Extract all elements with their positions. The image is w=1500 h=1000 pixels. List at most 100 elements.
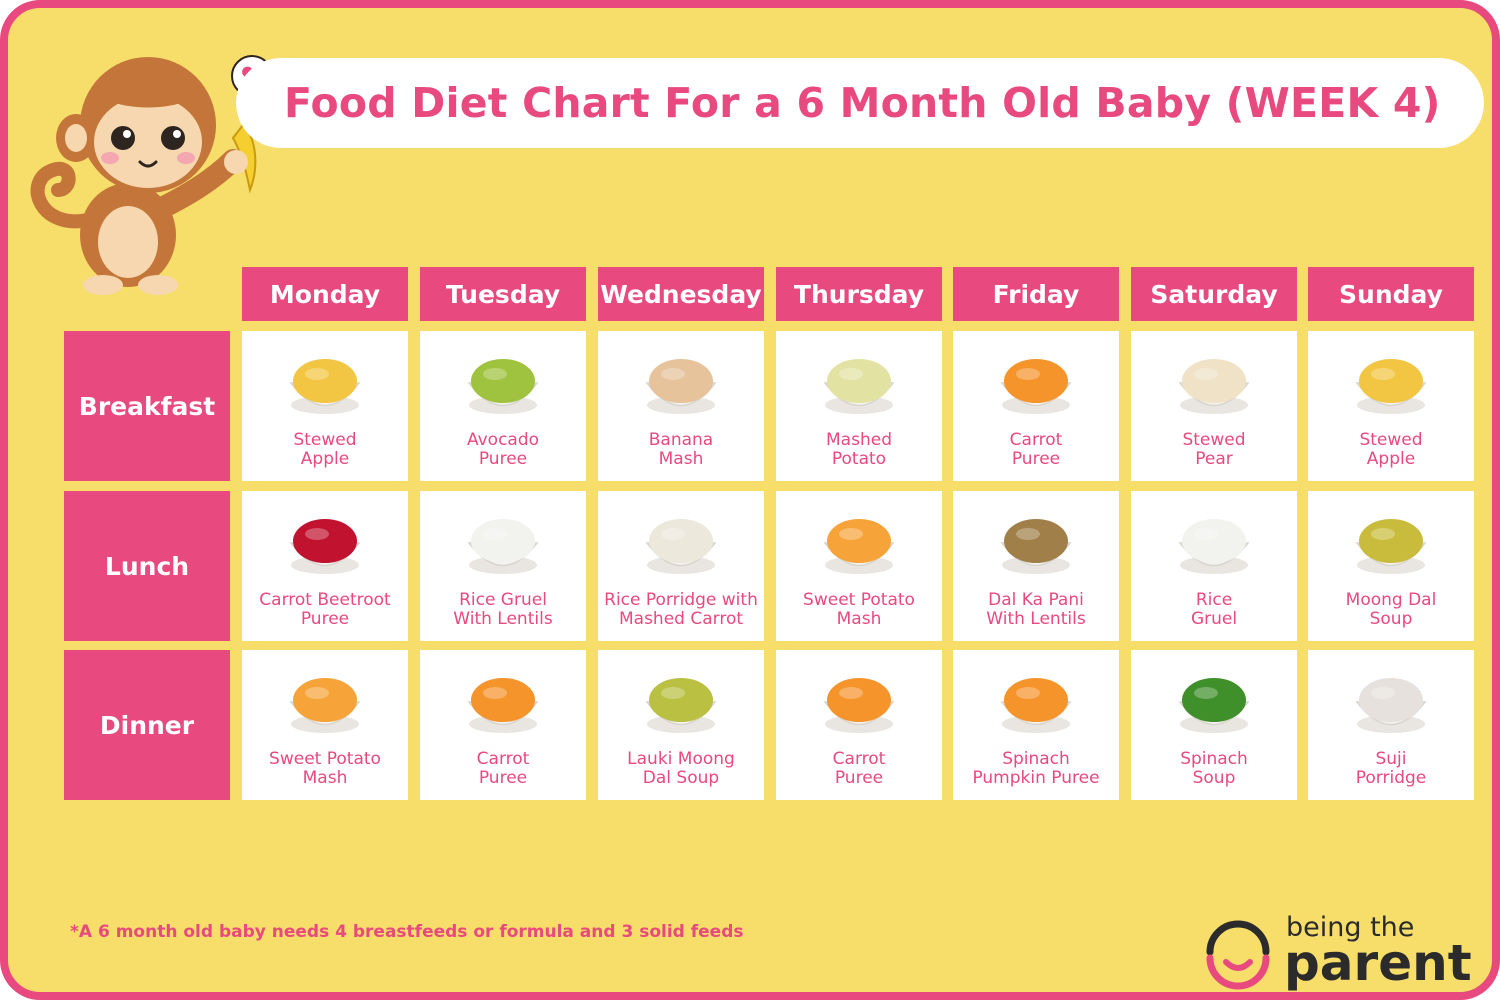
stewed-apple-bowl-icon: [289, 359, 361, 414]
food-name-line1: Sweet Potato: [803, 590, 915, 610]
food-name: Stewed Pear: [1131, 431, 1297, 469]
dal-bowl-icon: [1000, 519, 1072, 574]
food-name-line1: Avocado: [466, 430, 540, 450]
food-cell: Rice Porridge with Mashed Carrot: [598, 491, 764, 641]
brand-logo: being the parent: [1196, 908, 1486, 992]
food-name-line1: Suji: [1375, 749, 1407, 769]
meal-label-dinner: Dinner: [64, 650, 230, 800]
food-name-line2: Mashed Carrot: [618, 609, 744, 629]
food-name: Rice Porridge with Mashed Carrot: [598, 591, 764, 629]
logo-text-bottom: parent: [1284, 934, 1472, 992]
food-name-line2: Puree: [1011, 449, 1061, 469]
food-cell: Banana Mash: [598, 331, 764, 481]
footnote: *A 6 month old baby needs 4 breastfeeds …: [70, 922, 744, 942]
carrot-puree-bowl-icon: [823, 678, 895, 733]
food-name: Carrot Puree: [420, 750, 586, 788]
food-name: Sweet Potato Mash: [776, 591, 942, 629]
food-cell: Dal Ka Pani With Lentils: [953, 491, 1119, 641]
carrot-puree-bowl-icon: [1000, 359, 1072, 414]
food-name: Spinach Soup: [1131, 750, 1297, 788]
food-cell: Rice Gruel: [1131, 491, 1297, 641]
food-name-line1: Moong Dal: [1345, 590, 1437, 610]
food-name-line1: Stewed: [1359, 430, 1423, 450]
carrot-puree-bowl-icon: [467, 678, 539, 733]
food-name-line1: Banana: [648, 430, 714, 450]
food-name: Rice Gruel: [1131, 591, 1297, 629]
food-name-line2: Puree: [834, 768, 884, 788]
food-name-line2: Potato: [831, 449, 887, 469]
lauki-soup-bowl-icon: [645, 678, 717, 733]
food-name-line1: Carrot: [1009, 430, 1063, 450]
food-name-line2: Gruel: [1190, 609, 1238, 629]
food-name-line2: With Lentils: [986, 609, 1086, 629]
food-name: Banana Mash: [598, 431, 764, 469]
banana-mash-bowl-icon: [645, 359, 717, 414]
food-name-line1: Sweet Potato: [269, 749, 381, 769]
rice-gruel-bowl-icon: [467, 519, 539, 574]
food-name: Stewed Apple: [242, 431, 408, 469]
food-name-line2: Mash: [302, 768, 348, 788]
food-cell: Carrot Beetroot Puree: [242, 491, 408, 641]
food-cell: Spinach Pumpkin Puree: [953, 650, 1119, 800]
food-name-line2: Soup: [1369, 609, 1413, 629]
food-cell: Carrot Puree: [420, 650, 586, 800]
food-name: Spinach Pumpkin Puree: [953, 750, 1119, 788]
food-name: Carrot Puree: [953, 431, 1119, 469]
day-header-thursday: Thursday: [776, 267, 942, 321]
page-title: Food Diet Chart For a 6 Month Old Baby (…: [284, 79, 1441, 127]
food-name: Stewed Apple: [1308, 431, 1474, 469]
stewed-pear-bowl-icon: [1178, 359, 1250, 414]
food-name-line2: Puree: [478, 449, 528, 469]
food-name-line1: Lauki Moong: [627, 749, 735, 769]
food-name-line1: Carrot: [832, 749, 886, 769]
food-cell: Moong Dal Soup: [1308, 491, 1474, 641]
food-name: Carrot Puree: [776, 750, 942, 788]
food-name-line2: Porridge: [1355, 768, 1427, 788]
title-banner: Food Diet Chart For a 6 Month Old Baby (…: [236, 58, 1484, 148]
food-name: Avocado Puree: [420, 431, 586, 469]
suji-porridge-bowl-icon: [1355, 678, 1427, 733]
food-name-line1: Carrot: [476, 749, 530, 769]
food-name-line1: Spinach: [1180, 749, 1248, 769]
pumpkin-puree-bowl-icon: [1000, 678, 1072, 733]
food-cell: Rice Gruel With Lentils: [420, 491, 586, 641]
avocado-puree-bowl-icon: [467, 359, 539, 414]
day-header-wednesday: Wednesday: [598, 267, 764, 321]
mashed-potato-bowl-icon: [823, 359, 895, 414]
food-cell: Stewed Pear: [1131, 331, 1297, 481]
food-name-line2: Apple: [1366, 449, 1416, 469]
moong-dal-soup-bowl-icon: [1355, 519, 1427, 574]
food-cell: Stewed Apple: [242, 331, 408, 481]
monkey-mascot-icon: [30, 55, 273, 295]
food-name-line2: Puree: [300, 609, 350, 629]
day-header-monday: Monday: [242, 267, 408, 321]
day-header-sunday: Sunday: [1308, 267, 1474, 321]
rice-porridge-bowl-icon: [645, 519, 717, 574]
food-name: Lauki Moong Dal Soup: [598, 750, 764, 788]
food-cell: Lauki Moong Dal Soup: [598, 650, 764, 800]
food-name: Suji Porridge: [1308, 750, 1474, 788]
food-name-line2: Soup: [1192, 768, 1236, 788]
food-name: Dal Ka Pani With Lentils: [953, 591, 1119, 629]
stewed-apple-bowl-icon: [1355, 359, 1427, 414]
food-name-line2: Mash: [658, 449, 704, 469]
food-name-line2: Puree: [478, 768, 528, 788]
food-name: Rice Gruel With Lentils: [420, 591, 586, 629]
food-name: Sweet Potato Mash: [242, 750, 408, 788]
food-name-line2: Mash: [836, 609, 882, 629]
sweet-potato-bowl-icon: [823, 519, 895, 574]
food-name-line1: Spinach: [1002, 749, 1070, 769]
food-cell: Suji Porridge: [1308, 650, 1474, 800]
food-cell: Carrot Puree: [776, 650, 942, 800]
food-cell: Stewed Apple: [1308, 331, 1474, 481]
food-cell: Spinach Soup: [1131, 650, 1297, 800]
beetroot-puree-icon: [289, 519, 361, 574]
food-name-line2: Apple: [300, 449, 350, 469]
food-name-line1: Stewed: [1182, 430, 1246, 450]
food-name: Mashed Potato: [776, 431, 942, 469]
logo-text-top: being the: [1286, 912, 1415, 943]
food-cell: Carrot Puree: [953, 331, 1119, 481]
food-name: Carrot Beetroot Puree: [242, 591, 408, 629]
smile-logo-icon: [1206, 920, 1270, 990]
food-cell: Mashed Potato: [776, 331, 942, 481]
